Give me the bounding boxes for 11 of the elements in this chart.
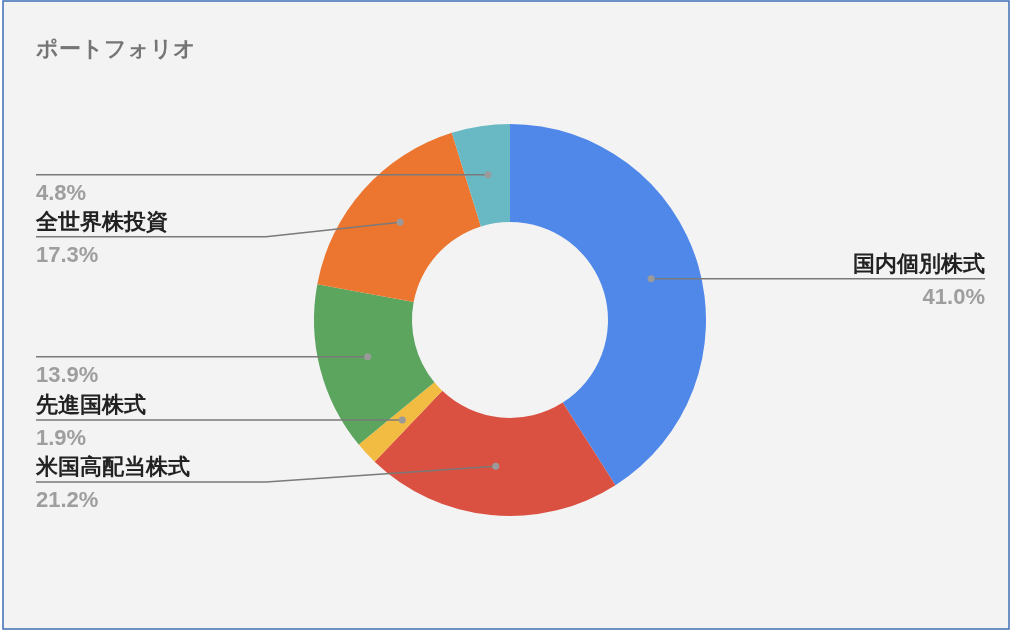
data-label: 4.8% (36, 179, 87, 205)
data-label: 41.0% (922, 283, 985, 309)
slice-label: 全世界株投資 (35, 208, 168, 234)
slice-label: 先進国株式 (35, 392, 146, 418)
title: ポートフォリオ (36, 36, 196, 61)
slice-label: 国内個別株式 (853, 250, 985, 276)
data-label: 21.2% (36, 487, 99, 513)
slice-label: 米国高配当株式 (35, 454, 190, 480)
data-label: 1.9% (36, 425, 87, 451)
data-label: 13.9% (36, 361, 99, 387)
data-label: 17.3% (36, 241, 99, 267)
